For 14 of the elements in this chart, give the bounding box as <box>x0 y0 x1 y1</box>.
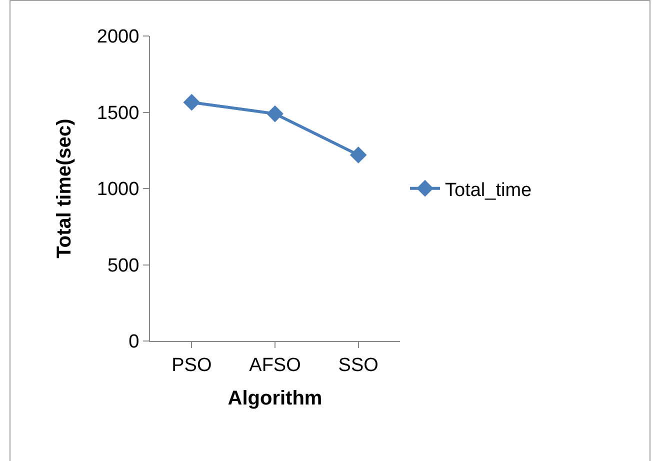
point <box>350 146 367 164</box>
x-tick-label: SSO <box>338 354 378 376</box>
y-tick-label: 0 <box>128 332 140 353</box>
x-axis-title: Algorithm <box>228 387 322 410</box>
x-tick-label: AFSO <box>249 354 301 376</box>
y-tick-label: 2000 <box>96 26 140 48</box>
y-tick-label: 500 <box>107 255 140 276</box>
y-axis-title: Total time(sec) <box>53 118 76 258</box>
y-tick-label: 1000 <box>96 179 140 200</box>
point <box>266 105 284 122</box>
point <box>183 94 200 111</box>
legend-label: Total_time <box>445 180 532 201</box>
x-tick-label: PSO <box>172 354 212 376</box>
y-tick-label: 1500 <box>96 102 140 124</box>
